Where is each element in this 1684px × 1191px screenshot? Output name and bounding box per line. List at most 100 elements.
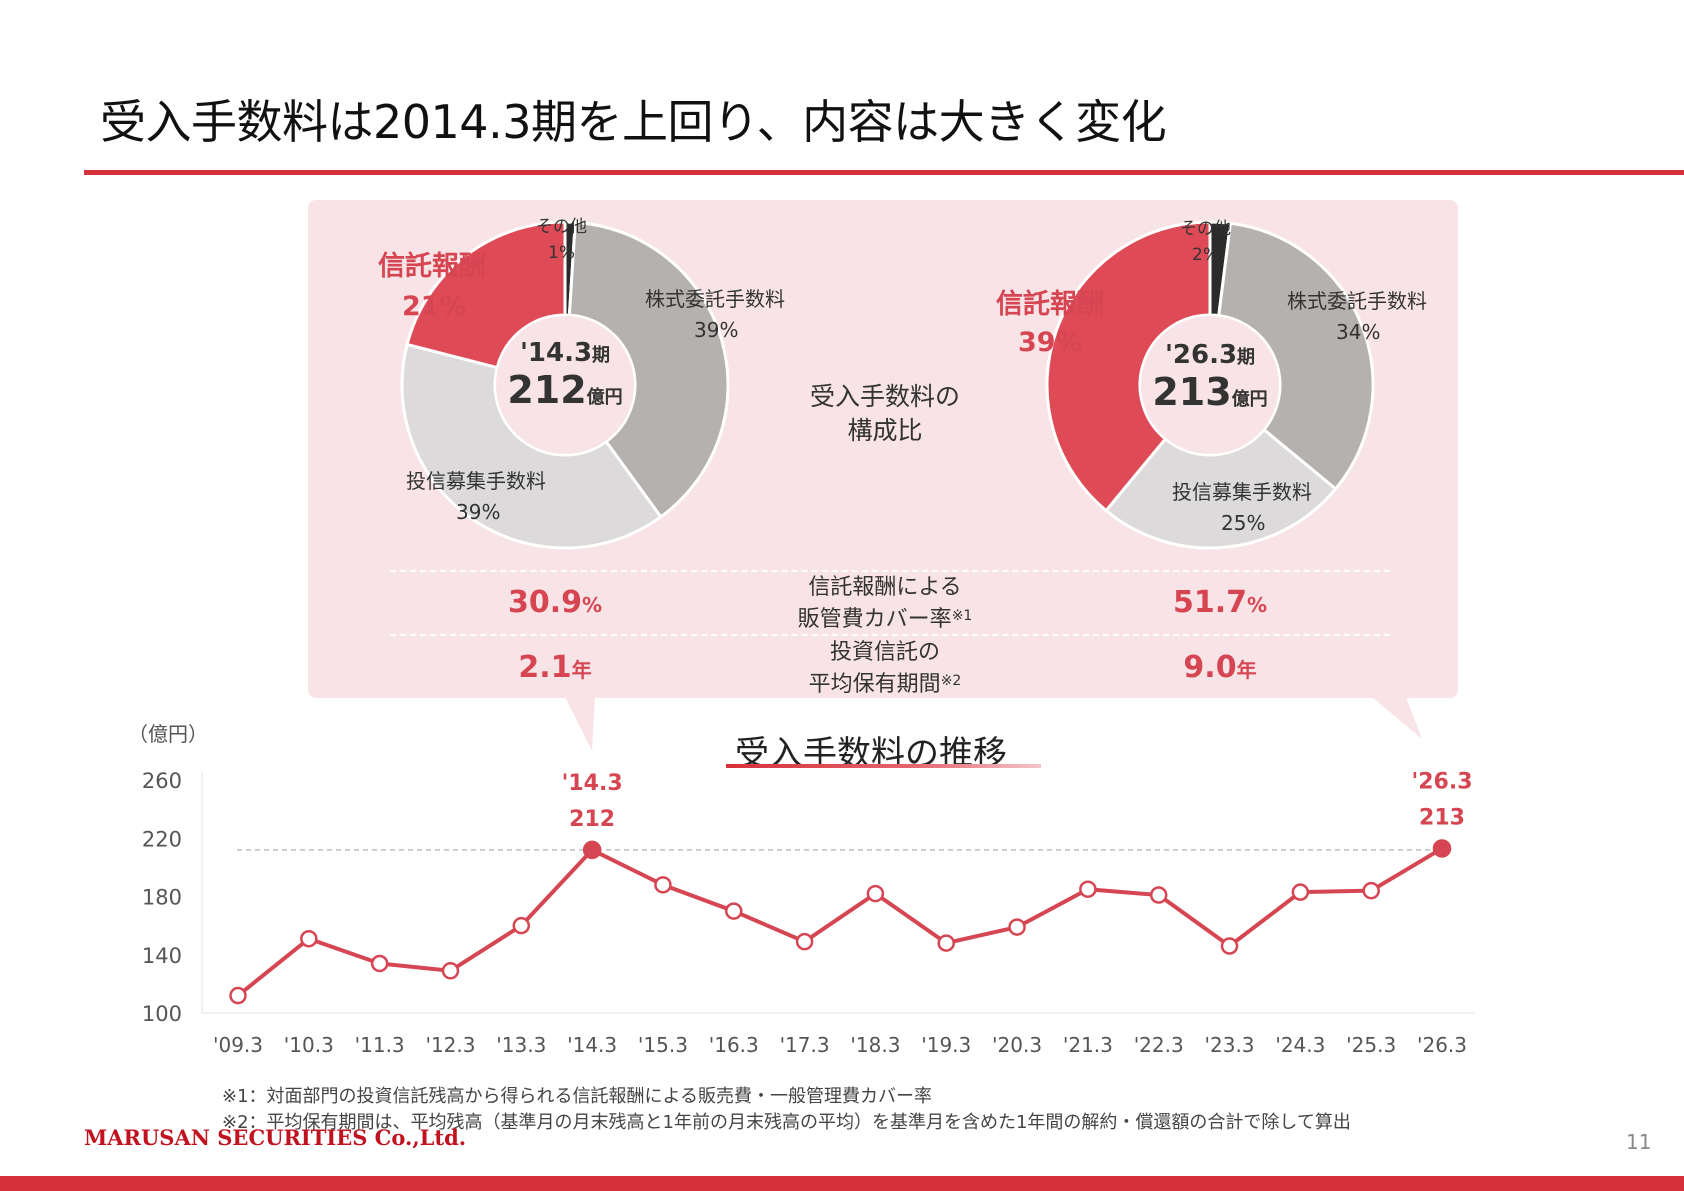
donut-chart-2026 — [1045, 220, 1375, 550]
annotation-period: '14.3 — [562, 771, 623, 796]
chart-title-underline — [726, 764, 1041, 768]
data-point — [229, 986, 247, 1005]
x-tick-label: '13.3 — [496, 1033, 546, 1057]
metric-holding-label-line2: 平均保有期間 — [808, 672, 941, 697]
donut-chart-2014 — [400, 220, 730, 550]
company-logo-text: MARUSAN SECURITIES Co.,Ltd. — [84, 1125, 467, 1150]
metric-coverage-left-value: 30.9 — [507, 585, 582, 620]
amount-value-2026: 213 — [1152, 370, 1232, 414]
bottom-bar — [0, 1176, 1684, 1191]
metric-holding-right: 9.0年 — [1135, 650, 1305, 685]
donut-segment-trust-2014 — [405, 220, 567, 370]
data-point — [441, 962, 460, 980]
segment-label-trust-2026: 信託報酬 — [996, 289, 1104, 320]
segment-pct-other-2014: 1% — [548, 243, 575, 263]
x-tick-label: '20.3 — [992, 1033, 1042, 1057]
metric-coverage-right-unit: % — [1246, 593, 1268, 617]
x-tick-label: '19.3 — [921, 1033, 971, 1057]
segment-label-other-2014: その他 — [536, 217, 587, 237]
divider-dashed-2 — [390, 634, 1390, 636]
metric-coverage-label-line2: 販管費カバー率 — [797, 607, 952, 632]
segment-pct-other-2026: 2% — [1192, 245, 1219, 265]
x-tick-label: '09.3 — [213, 1033, 263, 1057]
segment-label-stock-2014: 株式委託手数料 — [645, 287, 785, 311]
annotation-period: '26.3 — [1411, 769, 1472, 794]
segment-pct-trust-2026: 39% — [1018, 327, 1083, 358]
metric-holding-left-unit: 年 — [571, 658, 592, 682]
period-label-2014: '14.3 — [519, 338, 593, 368]
x-tick-label: '22.3 — [1134, 1033, 1184, 1057]
x-tick-label: '12.3 — [425, 1033, 475, 1057]
y-tick-label: 220 — [142, 827, 182, 851]
data-point — [370, 954, 389, 973]
amount-value-2014: 212 — [507, 368, 587, 412]
annotation-value: 212 — [569, 807, 615, 832]
donut-hole-2026 — [1141, 316, 1279, 454]
data-point — [654, 876, 672, 894]
x-tick-label: '24.3 — [1275, 1033, 1325, 1057]
x-tick-label: '18.3 — [850, 1033, 900, 1057]
segment-label-fund-2014: 投信募集手数料 — [406, 469, 546, 493]
data-point — [866, 884, 885, 903]
y-tick-label: 180 — [142, 886, 182, 910]
data-point — [582, 840, 602, 860]
data-point — [1362, 881, 1380, 900]
metric-holding-label: 投資信託の 平均保有期間※2 — [770, 639, 1000, 699]
donut-hole-2014 — [496, 316, 634, 454]
data-point — [1291, 883, 1310, 901]
data-point — [1008, 918, 1026, 936]
data-point — [512, 916, 531, 935]
metric-coverage-left-unit: % — [581, 593, 603, 617]
line-chart: 100 140 180 220 260 '09.3 '10.3 '11.3 '12.3 '13.3… — [142, 769, 1475, 1057]
segment-pct-stock-2014: 39% — [694, 318, 739, 342]
y-tick-label: 100 — [142, 1002, 182, 1026]
amount-unit-2014: 億円 — [586, 387, 623, 408]
donut-segment-fund-2014 — [400, 342, 663, 550]
metric-holding-left: 2.1年 — [470, 650, 640, 685]
footnote-2: ※2：平均保有期間は、平均残高（基準月の月末残高と1年前の月末残高の平均）を基準… — [222, 1112, 1351, 1133]
y-tick-label: 260 — [142, 769, 182, 793]
x-tick-label: '10.3 — [284, 1033, 334, 1057]
data-point — [1432, 839, 1452, 858]
page-title: 受入手数料は2014.3期を上回り、内容は大きく変化 — [100, 95, 1167, 149]
metric-holding-label-line1: 投資信託の — [829, 640, 940, 665]
series-line — [236, 846, 1444, 998]
data-point — [795, 932, 814, 951]
segment-label-other-2026: その他 — [1180, 219, 1231, 239]
x-tick-label: '25.3 — [1346, 1033, 1396, 1057]
callout-pointer-left — [565, 697, 595, 751]
x-tick-label: '26.3 — [1417, 1033, 1467, 1057]
segment-pct-fund-2014: 39% — [456, 500, 501, 524]
composition-label-line1: 受入手数料の — [809, 382, 960, 411]
data-point — [1149, 886, 1168, 904]
data-point — [725, 902, 743, 920]
data-point — [1220, 937, 1239, 955]
data-point — [1079, 880, 1097, 898]
x-tick-label: '15.3 — [638, 1033, 688, 1057]
donut-segment-fund-2026 — [1103, 427, 1338, 550]
amount-unit-2026: 億円 — [1231, 389, 1268, 410]
x-tick-label: '14.3 — [567, 1033, 617, 1057]
title-rule — [84, 170, 1684, 175]
segment-pct-stock-2026: 34% — [1336, 320, 1381, 344]
segment-pct-trust-2014: 21% — [402, 291, 467, 322]
divider-dashed-1 — [390, 570, 1390, 572]
x-tick-label: '17.3 — [780, 1033, 830, 1057]
footnote-1: ※1：対面部門の投資信託残高から得られる信託報酬による販売費・一般管理費カバー率 — [222, 1086, 932, 1107]
period-label-2026: '26.3 — [1164, 340, 1238, 370]
data-point — [300, 929, 318, 948]
metric-coverage-label: 信託報酬による 販管費カバー率※1 — [770, 574, 1000, 634]
composition-label: 受入手数料の 構成比 — [795, 380, 975, 448]
x-tick-label: '11.3 — [355, 1033, 405, 1057]
x-tick-label: '23.3 — [1205, 1033, 1255, 1057]
y-axis-unit-label: （億円） — [128, 722, 208, 746]
metric-holding-left-value: 2.1 — [518, 650, 572, 685]
composition-label-line2: 構成比 — [847, 416, 923, 445]
metric-holding-note-mark: ※2 — [940, 673, 962, 689]
page-number: 11 — [1626, 1130, 1652, 1154]
metric-coverage-note-mark: ※1 — [951, 608, 973, 624]
donut-segment-trust-2026 — [1045, 220, 1212, 513]
annotation-value: 213 — [1419, 805, 1465, 830]
donut-segment-stock-2026 — [1217, 221, 1375, 492]
metric-holding-right-unit: 年 — [1236, 658, 1257, 682]
